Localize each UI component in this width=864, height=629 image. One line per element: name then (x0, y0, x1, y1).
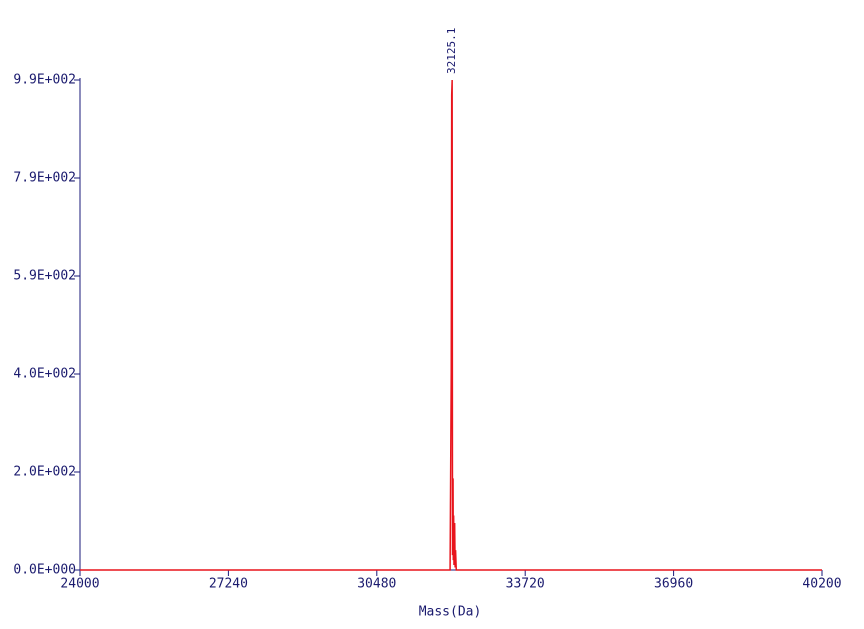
spectrum-line (80, 79, 822, 571)
x-tick-label: 33720 (506, 577, 545, 592)
peak-label: 32125.1 (445, 28, 458, 74)
x-tick-label: 27240 (209, 577, 248, 592)
x-tick-label: 30480 (357, 577, 396, 592)
x-tick-label: 24000 (60, 577, 99, 592)
y-tick-label: 0.0E+000 (13, 563, 76, 578)
y-tick-label: 5.9E+002 (13, 269, 76, 284)
y-tick-label: 4.0E+002 (13, 367, 76, 382)
y-tick-label: 2.0E+002 (13, 465, 76, 480)
x-tick-label: 36960 (654, 577, 693, 592)
x-tick-label: 40200 (802, 577, 841, 592)
y-tick-label: 7.9E+002 (13, 171, 76, 186)
y-tick-label: 9.9E+002 (13, 73, 76, 88)
x-axis-label: Mass(Da) (419, 605, 482, 620)
